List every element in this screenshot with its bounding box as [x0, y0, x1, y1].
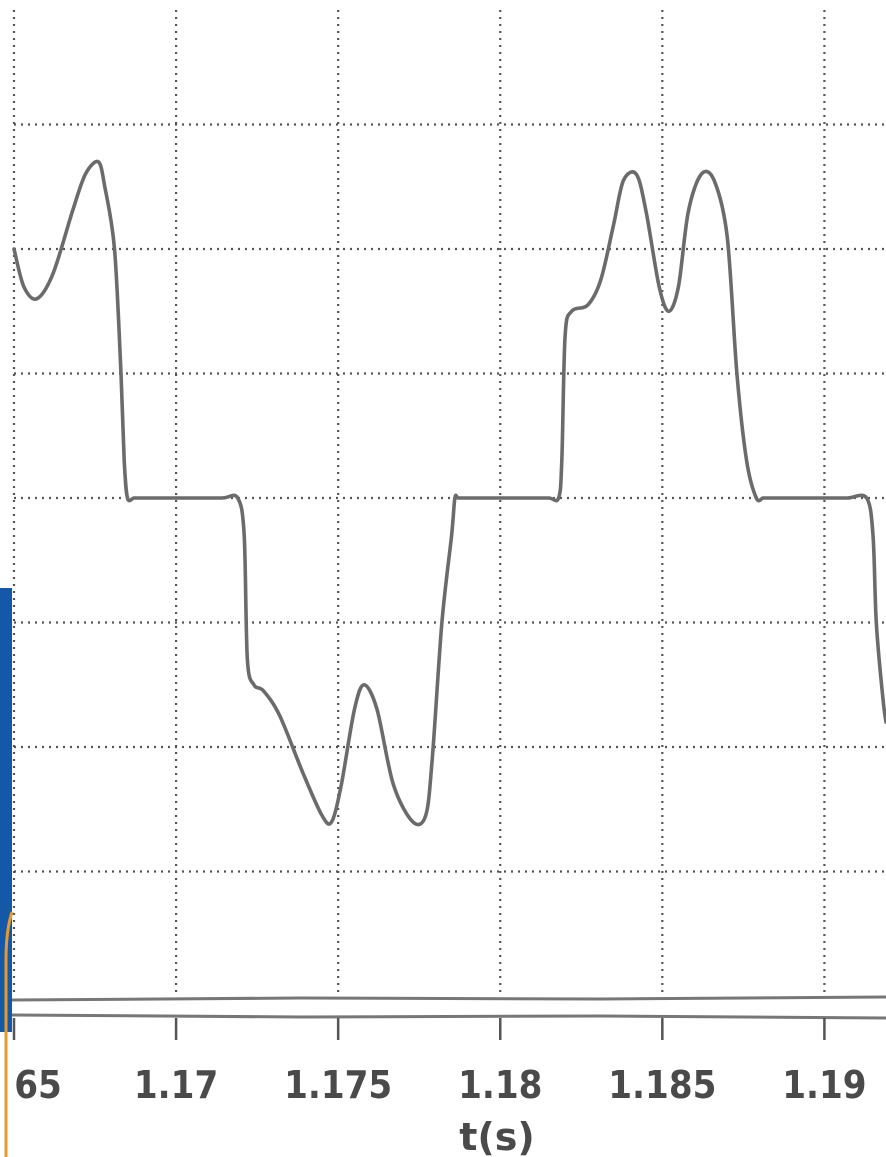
- x-axis-tick-labels: 65 1.17 1.175 1.18 1.185 1.19: [14, 1063, 866, 1107]
- x-tick-label: 1.18: [458, 1063, 542, 1107]
- x-tick-label: 65: [14, 1063, 62, 1107]
- left-edge-orange-bracket: [4, 911, 14, 1157]
- x-axis-title: t(s): [459, 1115, 535, 1157]
- x-tick-label: 1.17: [134, 1063, 218, 1107]
- x-tick-label: 1.19: [782, 1063, 866, 1107]
- x-tick-label: 1.185: [608, 1063, 716, 1107]
- x-tick-label: 1.175: [284, 1063, 392, 1107]
- plot-grid: [12, 10, 886, 995]
- bottom-trace-lower: [11, 1013, 886, 1020]
- series-line: [12, 159, 886, 827]
- bottom-trace-upper: [11, 995, 886, 1002]
- x-axis-ticks: [12, 1018, 826, 1040]
